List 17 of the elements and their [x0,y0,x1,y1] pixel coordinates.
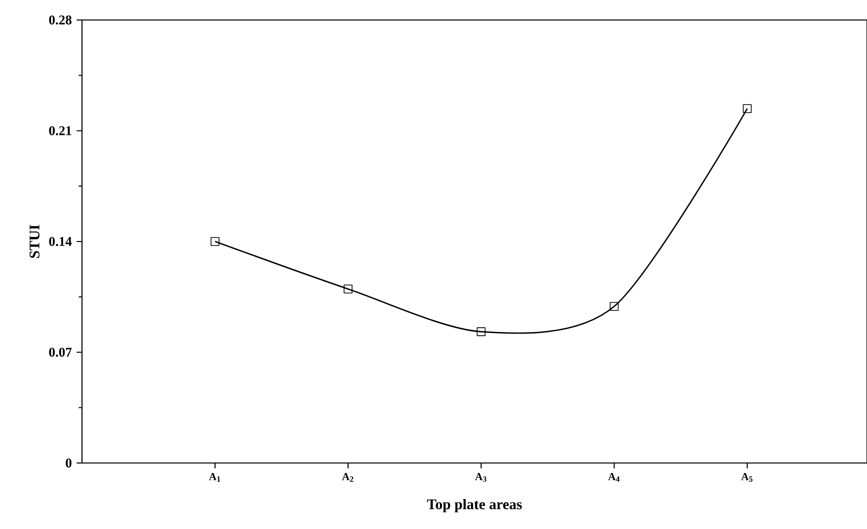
x-axis-title: Top plate areas [427,498,522,512]
y-tick-label: 0.07 [49,348,72,357]
x-tick-label: A$_{5}$ [741,473,752,482]
x-tick-label: A$_{1}$ [208,473,220,482]
x-tick-label: A$_{3}$ [475,473,486,482]
y-tick-label: 0.28 [49,15,72,25]
x-tick-label: A$_{4}$ [608,473,620,482]
y-tick-label: 0 [66,458,72,468]
y-tick-label: 0.14 [49,236,72,246]
point [210,237,220,246]
point [610,302,619,311]
point [344,284,353,294]
y-axis-title: STUI [30,224,40,258]
y-tick-label: 0.21 [49,126,72,136]
point [742,104,752,113]
point [476,327,486,336]
x-tick-label: A$_{2}$ [342,473,354,482]
